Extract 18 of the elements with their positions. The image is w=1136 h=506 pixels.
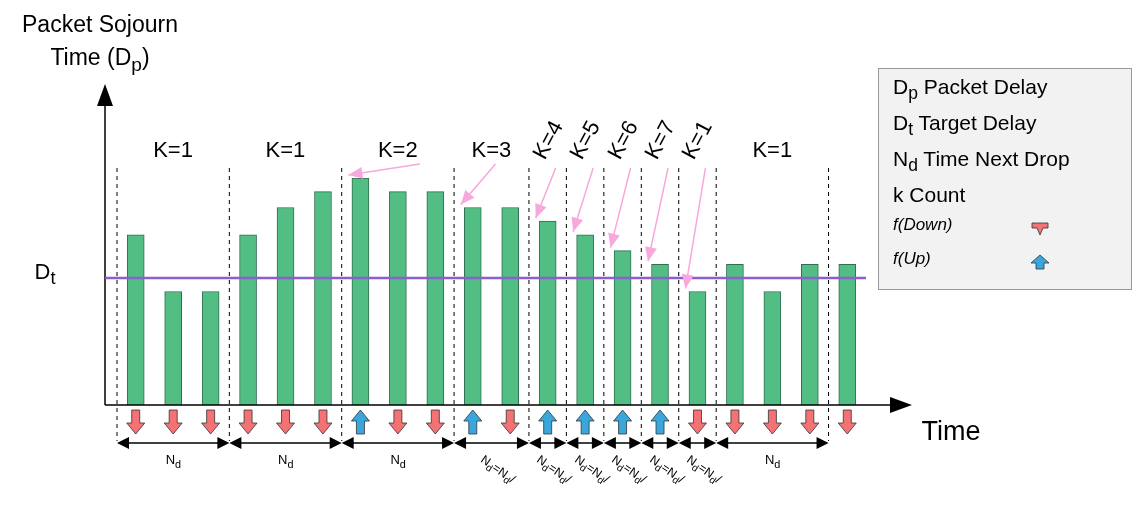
ref-line-label: D$_{t}$ — [34, 258, 56, 290]
text: N$_{d}$ — [390, 452, 406, 470]
text: k Count — [893, 183, 966, 207]
text: N$_{d}$ — [278, 452, 294, 470]
text: K=1 — [752, 137, 793, 163]
text: f(Up) — [893, 249, 931, 269]
y-axis-title: Packet Sojourn Time (D$_{p}$) — [21, 10, 179, 77]
text: N$_{d}$ — [764, 452, 781, 470]
x-axis-title: Time — [921, 415, 981, 447]
text: N$_{d}$ — [165, 452, 182, 470]
text: K=2 — [377, 137, 418, 163]
text: D$_{p}$ Packet Delay — [893, 75, 1048, 105]
text: K=1 — [153, 137, 193, 163]
text: N$_{d}$ Time Next Drop — [893, 147, 1070, 177]
text: D$_{t}$ Target Delay — [893, 111, 1037, 141]
text: K=1 — [265, 137, 306, 163]
text: f(Down) — [893, 215, 953, 235]
text: K=3 — [471, 137, 512, 163]
